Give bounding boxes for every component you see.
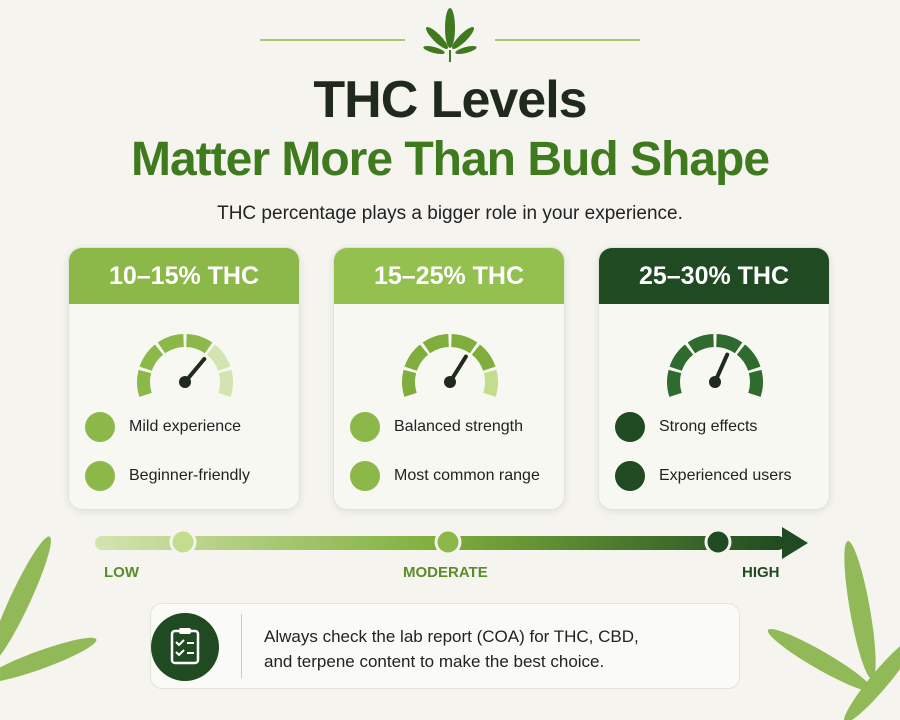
clipboard-icon [151,613,219,681]
scale-arrow [782,527,808,559]
gauge-segment [669,344,694,371]
gauge-segment [667,369,682,397]
gauge-segment [422,334,449,354]
feature: Strong effects [615,410,757,444]
card-title: 15–25% THC [334,248,564,304]
feature-icon [85,461,115,491]
title-highlight: Matter More Than Bud Shape [130,133,770,186]
scale-dot [704,528,732,556]
gauge-segment [471,344,496,371]
feature-icon [350,412,380,442]
scale-label: HIGH [742,564,780,581]
gauge-segment [716,334,743,354]
gauge-segment [402,369,417,397]
gauge-hub [444,376,456,388]
feature: Most common range [350,459,540,493]
corner-leaves [0,536,900,720]
note-box: Always check the lab report (COA) for TH… [150,603,740,689]
feature: Mild experience [85,410,241,444]
feature-icon [85,412,115,442]
gauge-segment [186,334,213,354]
scale-label: LOW [104,564,139,581]
subtitle: THC percentage plays a bigger role in yo… [217,203,683,224]
feature-icon [615,461,645,491]
gauge-segment [748,369,763,397]
feature-icon [615,412,645,442]
scale-label: MODERATE [403,564,488,581]
leaf-icon [423,8,477,62]
gauge-hub [179,376,191,388]
feature-text: Mild experience [129,418,242,435]
gauge-segment [137,369,152,397]
gauge-segment [139,344,164,371]
gauge-segment [483,369,498,397]
gauge-segment [687,334,714,354]
scale-dot [434,528,462,556]
card: 15–25% THC Balanced strength Most common r… [333,247,565,510]
feature: Beginner-friendly [85,459,250,493]
feature-text: Beginner-friendly [129,467,250,484]
note-line: Always check the lab report (COA) for TH… [264,627,639,646]
feature-text: Strong effects [659,418,758,435]
gauge [667,334,763,397]
title: THC Levels [313,71,587,129]
gauge-segment [206,344,231,371]
gauge [137,334,233,397]
card-title: 10–15% THC [69,248,299,304]
feature-icon [350,461,380,491]
gauge [402,334,498,397]
divider [241,614,242,678]
gauge-hub [709,376,721,388]
feature: Balanced strength [350,410,523,444]
gauge-segment [218,369,233,397]
note-text: Always check the lab report (COA) for TH… [264,624,639,674]
card-title: 25–30% THC [599,248,829,304]
gauge-segment [451,334,478,354]
feature: Experienced users [615,459,792,493]
gauge-segment [736,344,761,371]
feature-text: Balanced strength [394,418,523,435]
gauge-segment [404,344,429,371]
card: 25–30% THC Strong effects Experienced user… [598,247,830,510]
gauge-segment [157,334,184,354]
note-line: and terpene content to make the best cho… [264,652,605,671]
scale-dot [169,528,197,556]
card: 10–15% THC Mild experience Beginner-friend… [68,247,300,510]
feature-text: Experienced users [659,467,792,484]
feature-text: Most common range [394,467,540,484]
